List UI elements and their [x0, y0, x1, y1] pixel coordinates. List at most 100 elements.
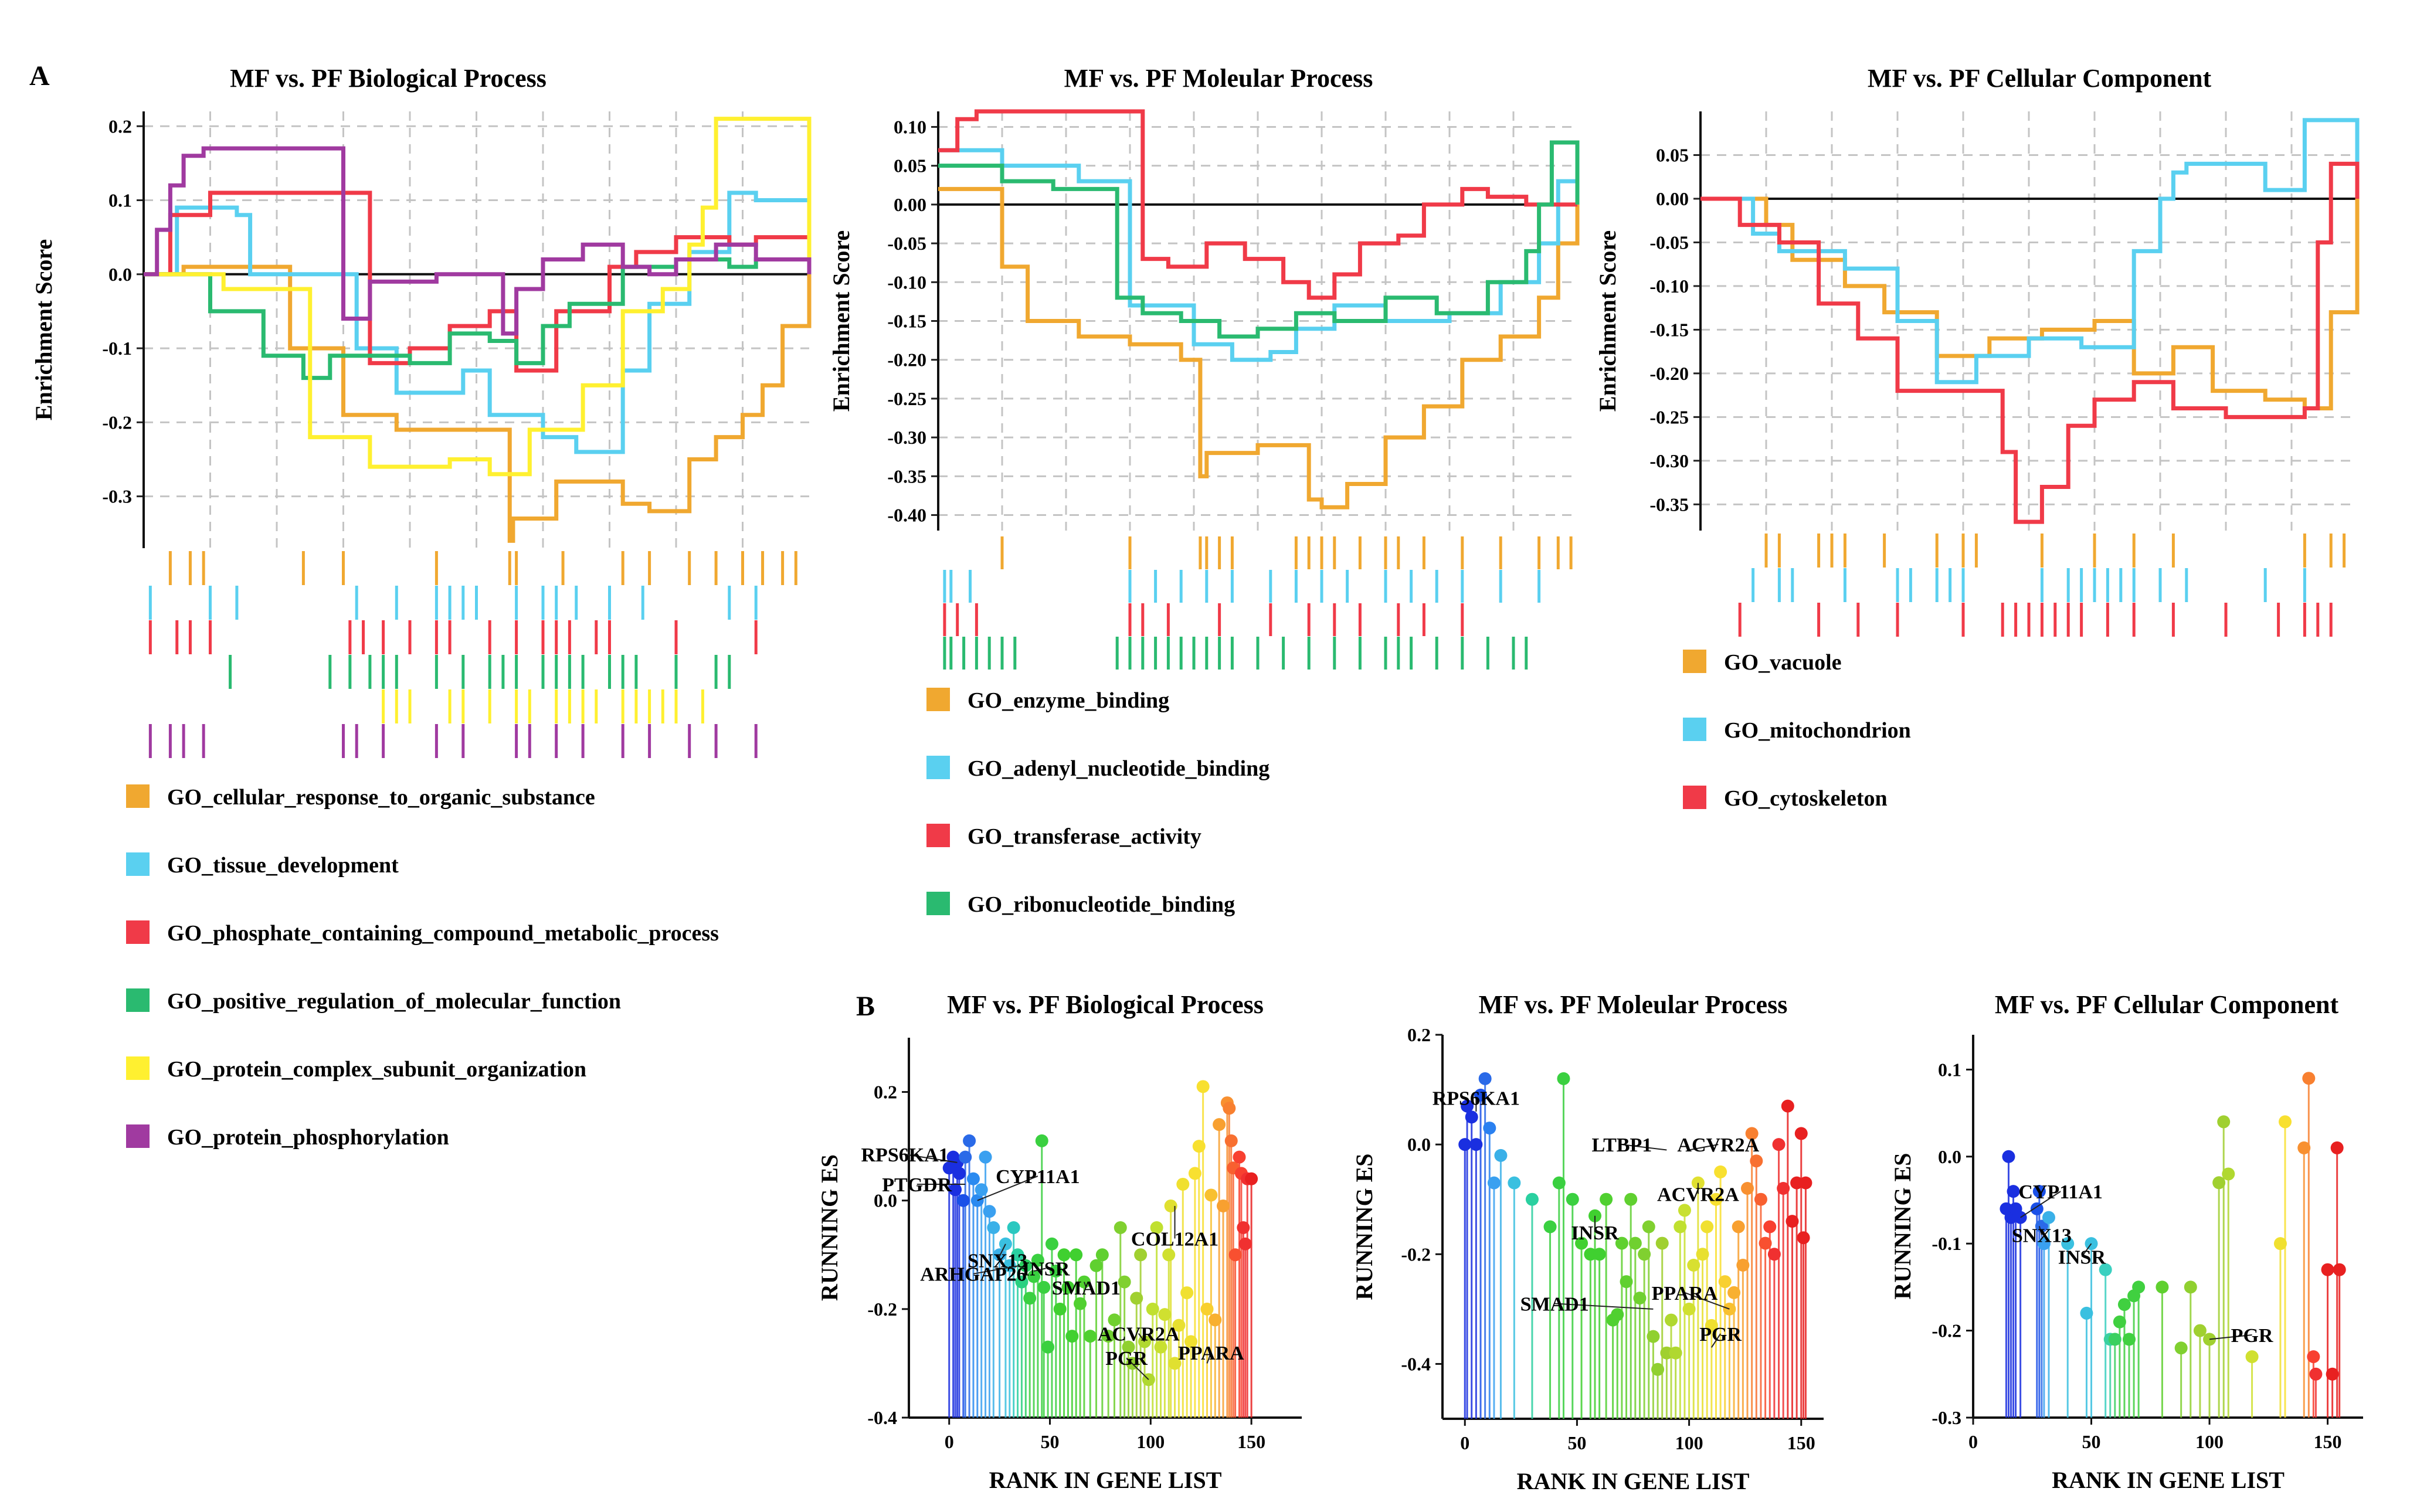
data-point: [1494, 1149, 1508, 1162]
data-point: [1224, 1134, 1238, 1147]
data-point: [2108, 1333, 2122, 1346]
data-point: [1611, 1308, 1624, 1321]
data-point: [1003, 1259, 1016, 1272]
data-point: [1084, 1330, 1097, 1343]
annotation-leader: [904, 1154, 958, 1163]
legend-swatch: [126, 988, 150, 1012]
gene-annotation: RPS6KA1: [1433, 1088, 1520, 1110]
data-point: [1035, 1134, 1048, 1147]
gene-annotation: SNX13: [2012, 1225, 2072, 1246]
y-tick-label: 0.1: [1938, 1059, 1961, 1080]
legend-label: GO_protein_complex_subunit_organization: [167, 1057, 586, 1082]
data-point: [1660, 1346, 1674, 1360]
gene-annotation: PGR: [2231, 1325, 2273, 1347]
data-point: [2184, 1280, 2197, 1294]
data-point: [1781, 1099, 1794, 1113]
data-point: [2007, 1185, 2020, 1198]
data-point: [1566, 1192, 1579, 1206]
series-line-2: [938, 109, 1577, 300]
data-point: [1669, 1346, 1682, 1360]
y-axis-label: Enrichment Score: [1594, 230, 1621, 412]
data-point: [975, 1183, 988, 1197]
data-point: [1074, 1297, 1087, 1310]
data-point: [956, 1194, 970, 1207]
data-point: [1465, 1110, 1478, 1124]
y-tick-label: -0.15: [887, 311, 926, 332]
chart-title: MF vs. PF Cellular Component: [1995, 990, 2339, 1019]
legend-swatch: [926, 688, 950, 711]
data-point: [1162, 1248, 1176, 1262]
data-point: [1794, 1127, 1808, 1140]
data-point: [1180, 1286, 1194, 1300]
data-point: [1678, 1204, 1691, 1217]
annotation-leader: [2081, 1243, 2092, 1258]
data-point: [1150, 1221, 1163, 1234]
data-point: [1615, 1236, 1628, 1250]
y-tick-label: -0.2: [867, 1299, 897, 1320]
y-tick-label: -0.4: [1401, 1353, 1431, 1374]
data-point: [2080, 1306, 2093, 1320]
annotation-leader: [1138, 1333, 1145, 1342]
y-tick-label: -0.3: [102, 486, 132, 507]
annotation-leader: [1710, 1333, 1721, 1348]
panel-letter-b: B: [856, 991, 875, 1022]
x-axis-label: RANK IN GENE LIST: [2052, 1467, 2285, 1493]
data-point: [1718, 1275, 1732, 1289]
annotation-leader: [1126, 1357, 1149, 1380]
data-point: [1647, 1330, 1660, 1343]
gene-annotation: PPARA: [1652, 1283, 1718, 1304]
data-point: [1732, 1220, 1745, 1234]
x-tick-label: 100: [2195, 1431, 2224, 1452]
y-tick-label: -0.10: [887, 271, 926, 293]
chart-mol-process-running-es: MF vs. PF Moleular Process RANK IN GENE L…: [1351, 990, 1824, 1494]
data-point: [1593, 1248, 1606, 1261]
data-point: [1687, 1259, 1700, 1272]
data-point: [2035, 1219, 2048, 1233]
legend-swatch: [926, 756, 950, 779]
data-point: [1474, 1088, 1487, 1102]
annotation-leader: [997, 1243, 1006, 1260]
gene-annotation: INSR: [2058, 1246, 2106, 1268]
data-point: [1655, 1236, 1669, 1250]
y-tick-label: 0.05: [1656, 144, 1689, 165]
y-tick-label: 0.00: [1656, 188, 1689, 209]
data-point: [1061, 1280, 1075, 1294]
data-point: [979, 1150, 992, 1164]
series-line-2: [1700, 161, 2360, 524]
annotation-leader: [1033, 1268, 1046, 1272]
annotation-leader: [2209, 1334, 2252, 1340]
legend-swatch: [126, 784, 150, 808]
chart-title: MF vs. PF Moleular Process: [1479, 990, 1788, 1019]
data-point: [1134, 1248, 1148, 1262]
data-point: [1158, 1308, 1172, 1321]
data-point: [966, 1172, 980, 1185]
data-point: [1213, 1118, 1226, 1132]
data-point: [1508, 1176, 1521, 1190]
data-point: [2061, 1237, 2075, 1251]
y-tick-label: -0.20: [1649, 363, 1689, 384]
y-tick-label: -0.20: [887, 349, 926, 371]
data-point: [2222, 1167, 2235, 1181]
y-tick-label: -0.30: [887, 427, 926, 448]
data-point: [1007, 1221, 1020, 1234]
data-point: [1458, 1138, 1472, 1151]
annotation-leader: [1206, 1352, 1212, 1364]
series-line-1: [144, 191, 812, 454]
gene-annotation: ACVR2A: [1098, 1324, 1180, 1345]
y-tick-label: 0.2: [108, 115, 132, 137]
data-point: [1192, 1140, 1206, 1153]
data-point: [1736, 1259, 1750, 1272]
data-point: [1118, 1275, 1131, 1289]
y-tick-label: -0.1: [102, 338, 132, 359]
data-point: [1483, 1122, 1496, 1135]
series-line-3: [938, 140, 1580, 339]
y-tick-label: -0.2: [102, 412, 132, 433]
data-point: [2333, 1263, 2346, 1276]
data-point: [1461, 1099, 1474, 1113]
data-point: [1799, 1176, 1812, 1190]
gene-annotation: RPS6KA1: [861, 1144, 949, 1166]
data-point: [1184, 1335, 1198, 1348]
data-point: [2113, 1315, 2126, 1328]
data-point: [1065, 1330, 1079, 1343]
y-tick-label: -0.05: [1649, 232, 1689, 253]
